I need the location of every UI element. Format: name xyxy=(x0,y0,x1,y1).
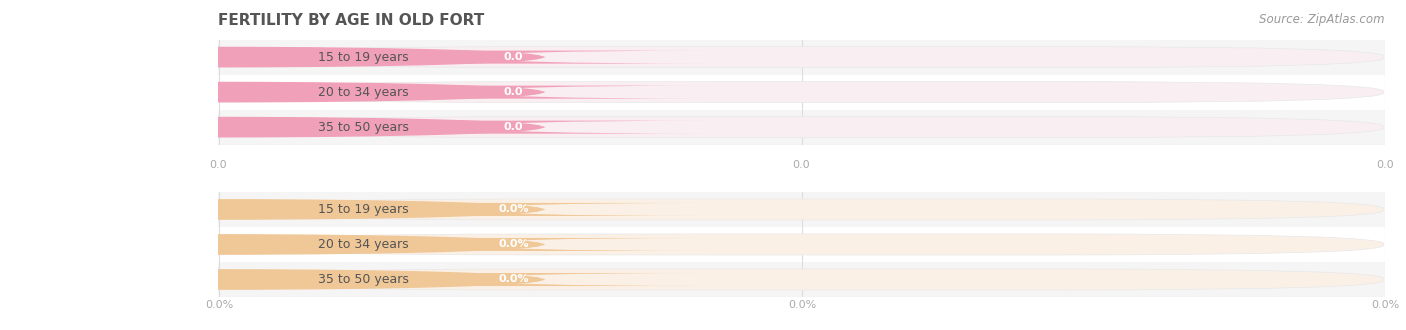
FancyBboxPatch shape xyxy=(312,273,714,286)
FancyBboxPatch shape xyxy=(221,82,1384,103)
Circle shape xyxy=(0,200,541,219)
Text: Source: ZipAtlas.com: Source: ZipAtlas.com xyxy=(1260,13,1385,26)
Text: FERTILITY BY AGE IN OLD FORT: FERTILITY BY AGE IN OLD FORT xyxy=(218,13,484,28)
Text: 0.0: 0.0 xyxy=(209,160,226,170)
Text: 0.0: 0.0 xyxy=(503,122,523,132)
FancyBboxPatch shape xyxy=(221,234,1384,255)
FancyBboxPatch shape xyxy=(312,85,714,99)
Text: 0.0%: 0.0% xyxy=(498,275,529,284)
Circle shape xyxy=(0,82,541,102)
Text: 35 to 50 years: 35 to 50 years xyxy=(318,121,409,134)
Bar xyxy=(218,75,1385,110)
FancyBboxPatch shape xyxy=(312,238,714,251)
Circle shape xyxy=(0,48,541,67)
Bar xyxy=(218,262,1385,297)
Bar xyxy=(218,227,1385,262)
Text: 0.0%: 0.0% xyxy=(498,240,529,249)
Bar xyxy=(218,110,1385,145)
FancyBboxPatch shape xyxy=(221,116,1384,138)
Text: 0.0: 0.0 xyxy=(793,160,810,170)
Bar xyxy=(218,40,1385,75)
Bar xyxy=(218,192,1385,227)
Text: 20 to 34 years: 20 to 34 years xyxy=(318,238,409,251)
FancyBboxPatch shape xyxy=(312,50,714,64)
FancyBboxPatch shape xyxy=(221,47,1384,68)
Text: 15 to 19 years: 15 to 19 years xyxy=(318,203,409,216)
FancyBboxPatch shape xyxy=(221,269,1384,290)
Text: 0.0: 0.0 xyxy=(1376,160,1393,170)
Text: 0.0: 0.0 xyxy=(503,87,523,97)
Text: 15 to 19 years: 15 to 19 years xyxy=(318,50,409,64)
Text: 0.0: 0.0 xyxy=(503,52,523,62)
Circle shape xyxy=(0,270,541,289)
FancyBboxPatch shape xyxy=(312,203,714,216)
Text: 0.0%: 0.0% xyxy=(498,205,529,214)
Circle shape xyxy=(0,235,541,254)
Text: 20 to 34 years: 20 to 34 years xyxy=(318,85,409,99)
FancyBboxPatch shape xyxy=(221,199,1384,220)
Circle shape xyxy=(0,117,541,137)
Text: 35 to 50 years: 35 to 50 years xyxy=(318,273,409,286)
FancyBboxPatch shape xyxy=(312,121,714,134)
